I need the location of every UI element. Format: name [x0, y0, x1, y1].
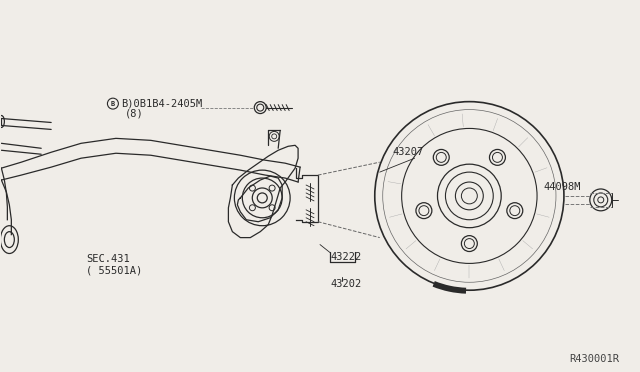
- Text: B: B: [111, 101, 115, 107]
- Text: 43222: 43222: [330, 253, 361, 263]
- Text: R430001R: R430001R: [569, 354, 619, 364]
- Text: 43207: 43207: [393, 147, 424, 157]
- Text: 44098M: 44098M: [543, 182, 580, 192]
- Text: ( 55501A): ( 55501A): [86, 265, 142, 275]
- Text: 43202: 43202: [330, 279, 361, 289]
- Text: B)0B1B4-2405M: B)0B1B4-2405M: [121, 99, 202, 109]
- Text: SEC.431: SEC.431: [86, 254, 130, 264]
- Text: (8): (8): [125, 109, 143, 119]
